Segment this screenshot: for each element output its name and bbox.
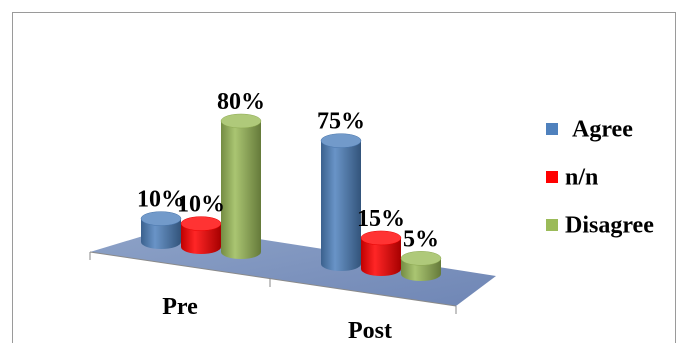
- bar-agree-pre: [140, 211, 182, 249]
- bar-body: [221, 121, 261, 259]
- bar-top: [220, 113, 262, 129]
- category-label-post: Post: [348, 318, 392, 343]
- data-label: 80%: [217, 89, 265, 115]
- category-label-pre: Pre: [162, 294, 198, 320]
- bar-top: [400, 251, 442, 266]
- legend-label: Disagree: [565, 213, 654, 239]
- data-label: 15%: [357, 206, 405, 232]
- bar-top: [320, 133, 362, 148]
- legend-label: n/n: [565, 165, 598, 191]
- bar-top: [140, 211, 182, 226]
- bar-body: [141, 218, 181, 249]
- bar-top: [180, 216, 222, 231]
- bar-nn-post: [360, 230, 402, 276]
- bar-disagree-pre: [220, 113, 262, 259]
- legend-swatch: [546, 219, 558, 231]
- data-label: 5%: [403, 226, 439, 252]
- legend-item: n/n: [546, 165, 598, 191]
- legend-swatch: [546, 123, 558, 135]
- bar-body: [321, 140, 361, 271]
- bar-body: [361, 237, 401, 276]
- bar-body: [181, 223, 221, 254]
- legend-item: Agree: [546, 117, 633, 143]
- legend-item: Disagree: [546, 213, 654, 239]
- data-label: 10%: [137, 187, 185, 213]
- bar-nn-pre: [180, 216, 222, 254]
- legend-swatch: [546, 171, 558, 183]
- bar-agree-post: [320, 133, 362, 271]
- bar-disagree-post: [400, 251, 442, 281]
- category-labels: Pre Post: [162, 294, 392, 343]
- legend: Agree n/n Disagree: [546, 117, 654, 239]
- data-label: 10%: [177, 192, 225, 218]
- data-labels: 10%10% 80% 75% 15%5%: [137, 89, 439, 252]
- bar-top: [360, 230, 402, 246]
- legend-label: Agree: [572, 117, 633, 143]
- chart-floor-edge: [89, 251, 457, 307]
- bars-layer: [140, 113, 442, 281]
- data-label: 75%: [317, 109, 365, 135]
